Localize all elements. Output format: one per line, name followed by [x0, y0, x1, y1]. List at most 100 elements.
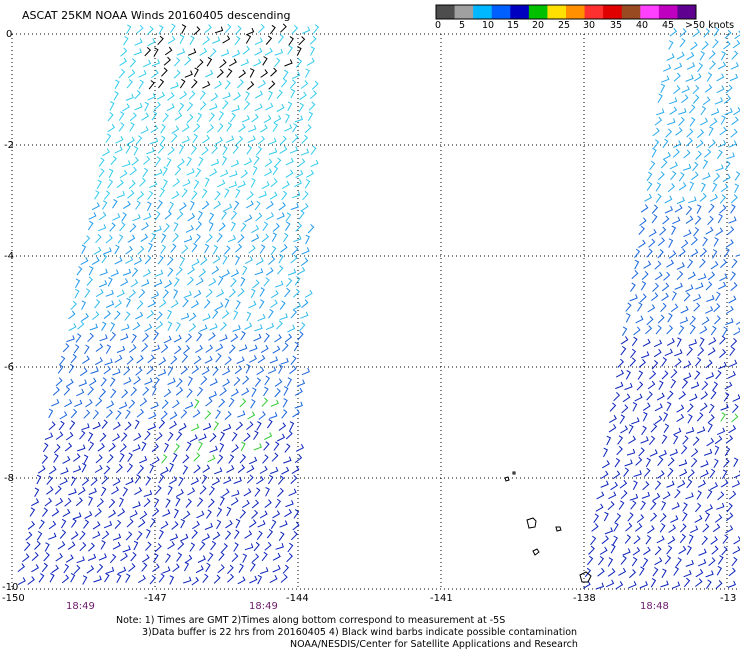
wind-barb: [728, 140, 737, 148]
wind-barb: [647, 304, 656, 313]
wind-barb: [162, 166, 168, 176]
wind-barb: [686, 478, 693, 489]
wind-barb: [193, 123, 201, 133]
wind-barb: [134, 474, 141, 484]
wind-barb: [108, 168, 114, 179]
wind-barb: [235, 300, 241, 310]
wind-barb: [657, 171, 665, 181]
wind-barb: [294, 454, 303, 463]
wind-barb: [173, 69, 181, 79]
wind-barb: [146, 25, 154, 35]
lat-label: -10: [2, 582, 18, 593]
wind-barb: [92, 521, 101, 530]
wind-barb: [705, 570, 714, 578]
wind-barb: [130, 279, 139, 288]
wind-barb: [127, 234, 136, 243]
wind-barb: [285, 113, 290, 124]
wind-barb: [65, 554, 74, 563]
wind-barb: [256, 366, 265, 376]
wind-barb: [283, 124, 293, 132]
wind-barb: [219, 387, 227, 396]
wind-barb: [673, 140, 682, 149]
wind-barb: [615, 369, 624, 378]
wind-barb: [74, 399, 83, 408]
wind-barb: [661, 568, 667, 578]
wind-barb: [255, 257, 264, 266]
wind-barb: [92, 311, 100, 320]
wind-barb: [721, 546, 728, 556]
wind-barb: [251, 225, 259, 234]
wind-barb: [179, 91, 188, 100]
wind-barb: [179, 202, 187, 211]
wind-barb: [145, 541, 152, 551]
wind-barb: [80, 257, 89, 266]
wind-barb: [695, 150, 702, 160]
legend-swatch: [473, 5, 493, 19]
wind-barb: [237, 288, 245, 297]
wind-barb: [46, 486, 54, 495]
wind-barb: [180, 518, 186, 529]
wind-barb: [64, 442, 73, 452]
wind-barb: [264, 541, 272, 551]
wind-barb: [197, 555, 206, 563]
wind-barb: [699, 325, 708, 335]
wind-barb: [202, 36, 210, 45]
wind-barb: [147, 354, 155, 364]
wind-barb: [91, 202, 100, 211]
wind-barb: [720, 183, 729, 193]
wind-barb: [674, 489, 681, 499]
wind-barb: [686, 128, 694, 138]
wind-barb: [690, 457, 698, 468]
wind-barb: [669, 106, 678, 115]
wind-barb: [299, 91, 307, 101]
legend-swatch: [584, 5, 604, 19]
wind-barb: [703, 28, 710, 38]
wind-barb: [622, 393, 631, 403]
wind-barb: [98, 211, 107, 221]
wind-barb: [65, 378, 74, 388]
wind-barb: [212, 244, 219, 255]
wind-barb: [679, 316, 689, 324]
wind-barb: [663, 412, 669, 422]
wind-barb: [654, 403, 663, 412]
wind-barb: [667, 536, 676, 545]
wind-barb: [247, 411, 256, 420]
wind-barb: [655, 182, 662, 192]
wind-barb: [683, 360, 692, 369]
wind-barb: [245, 200, 254, 209]
wind-barb: [114, 310, 121, 320]
wind-barb: [681, 94, 689, 104]
wind-barb: [112, 541, 121, 550]
wind-barb: [76, 388, 85, 397]
wind-barb: [667, 183, 676, 193]
wind-barb: [289, 421, 295, 431]
wind-barb: [268, 80, 276, 90]
wind-barb: [248, 519, 257, 528]
wind-barb: [64, 399, 73, 408]
wind-barb: [689, 525, 699, 534]
wind-barb: [112, 433, 120, 442]
wind-barb: [259, 510, 268, 519]
wind-barb: [638, 447, 645, 457]
wind-barb: [144, 323, 153, 332]
wind-barb: [172, 452, 178, 463]
wind-barb: [683, 229, 692, 238]
wind-barb: [175, 489, 184, 498]
wind-barb: [672, 148, 680, 158]
wind-barb: [656, 392, 665, 401]
wind-barb: [149, 518, 156, 528]
wind-barb: [134, 38, 143, 46]
wind-barb: [716, 73, 725, 82]
wind-barb: [662, 215, 670, 225]
wind-barb: [246, 464, 255, 474]
wind-barb: [42, 442, 49, 453]
wind-barb: [169, 411, 178, 420]
wind-barb: [54, 485, 62, 495]
wind-barb: [683, 570, 692, 578]
wind-barb: [119, 443, 127, 453]
wind-barb: [260, 69, 269, 78]
wind-barb: [717, 213, 723, 224]
wind-barb: [130, 386, 138, 397]
wind-barb: [140, 233, 149, 243]
wind-barb: [692, 436, 700, 446]
